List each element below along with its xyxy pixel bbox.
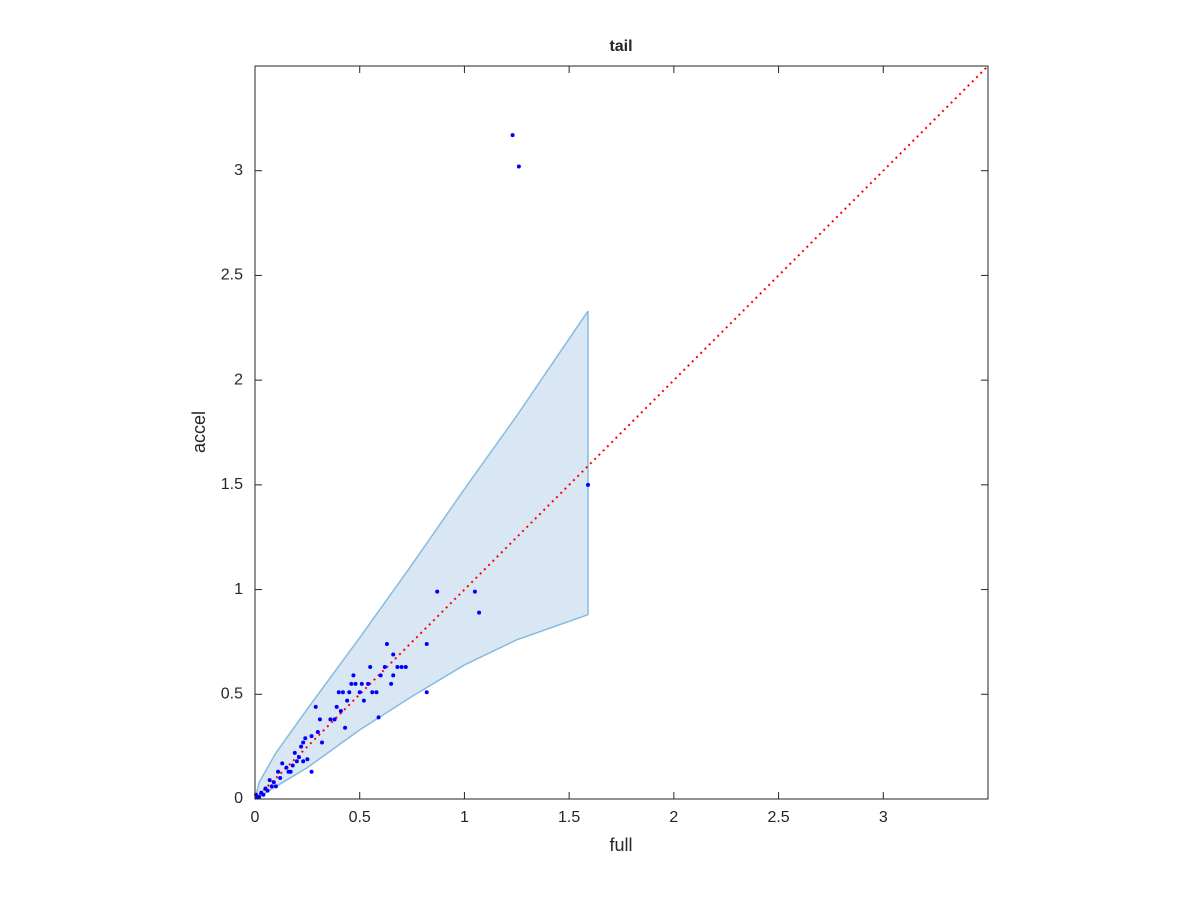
data-point	[294, 759, 299, 764]
chart-title: tail	[609, 38, 632, 55]
plot-frame	[254, 65, 989, 800]
data-point	[359, 681, 364, 686]
x-axis-label: full	[609, 835, 632, 855]
data-point	[315, 729, 320, 734]
data-point	[395, 665, 400, 670]
data-point	[290, 763, 295, 768]
x-tick-label: 0.5	[349, 809, 371, 826]
data-point	[349, 681, 354, 686]
data-point	[317, 717, 322, 722]
data-point	[309, 734, 314, 739]
data-point	[269, 784, 274, 789]
data-point	[336, 690, 341, 695]
x-tick-label: 1	[460, 809, 469, 826]
data-point	[510, 133, 515, 138]
data-point	[361, 698, 366, 703]
data-point	[376, 715, 381, 720]
data-point	[286, 769, 291, 774]
data-point	[472, 589, 477, 594]
data-point	[516, 164, 521, 169]
data-point	[353, 681, 358, 686]
data-point	[259, 790, 264, 795]
data-point	[382, 665, 387, 670]
y-tick-label: 2.5	[221, 267, 243, 284]
data-point	[343, 725, 348, 730]
data-point	[345, 698, 350, 703]
data-point	[292, 750, 297, 755]
data-point	[296, 755, 301, 760]
data-point	[271, 780, 276, 785]
x-tick-label: 0	[251, 809, 260, 826]
data-point	[378, 673, 383, 678]
y-tick-label: 1.5	[221, 476, 243, 493]
data-point	[368, 665, 373, 670]
x-tick-label: 1.5	[558, 809, 580, 826]
data-point	[366, 681, 371, 686]
data-point	[585, 482, 590, 487]
y-tick-label: 1	[234, 581, 243, 598]
data-point	[263, 786, 268, 791]
data-point	[320, 740, 325, 745]
data-point	[340, 690, 345, 695]
y-tick-label: 3	[234, 162, 243, 179]
x-tick-label: 3	[879, 809, 888, 826]
data-point	[273, 784, 278, 789]
data-point	[384, 642, 389, 647]
y-tick-label: 0.5	[221, 686, 243, 703]
data-point	[391, 673, 396, 678]
data-point	[303, 736, 308, 741]
data-point	[299, 744, 304, 749]
data-point	[332, 717, 337, 722]
band-upper	[254, 310, 589, 800]
data-point	[338, 709, 343, 714]
data-point	[424, 690, 429, 695]
data-point	[391, 652, 396, 657]
data-point	[267, 778, 272, 783]
data-point	[301, 759, 306, 764]
data-point	[477, 610, 482, 615]
data-point	[276, 769, 281, 774]
data-point	[389, 681, 394, 686]
data-point	[301, 740, 306, 745]
y-tick-label: 2	[234, 371, 243, 388]
data-point	[370, 690, 375, 695]
data-point	[403, 665, 408, 670]
data-point	[309, 769, 314, 774]
data-point	[399, 665, 404, 670]
data-point	[357, 690, 362, 695]
y-tick-label: 0	[234, 790, 243, 807]
data-point	[424, 642, 429, 647]
data-point	[313, 704, 318, 709]
x-tick-label: 2	[669, 809, 678, 826]
data-point	[351, 673, 356, 678]
data-point	[305, 757, 310, 762]
data-point	[374, 690, 379, 695]
data-point	[280, 761, 285, 766]
data-point	[435, 589, 440, 594]
data-point	[347, 690, 352, 695]
x-tick-label: 2.5	[767, 809, 789, 826]
data-point	[278, 776, 283, 781]
data-point	[284, 765, 289, 770]
data-point	[334, 704, 339, 709]
y-axis-label: accel	[189, 411, 209, 453]
data-point	[328, 717, 333, 722]
